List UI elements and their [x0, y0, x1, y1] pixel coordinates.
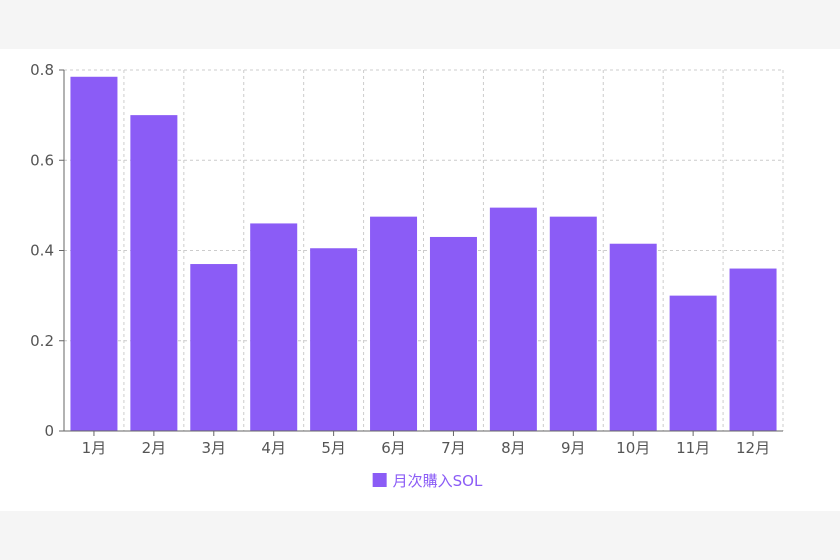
y-tick-label: 0.8 [30, 61, 54, 79]
y-tick-label: 0 [44, 422, 54, 440]
x-tick-label: 6月 [381, 439, 406, 457]
bar-10[interactable] [609, 243, 657, 431]
x-tick-label: 11月 [676, 439, 710, 457]
bar-11[interactable] [669, 295, 717, 431]
bar-9[interactable] [549, 216, 597, 431]
bar-3[interactable] [190, 264, 238, 431]
bar-2[interactable] [130, 115, 178, 431]
legend-label: 月次購入SOL [393, 472, 483, 490]
bar-8[interactable] [489, 207, 537, 431]
x-tick-label: 5月 [321, 439, 346, 457]
y-tick-label: 0.6 [30, 151, 54, 169]
x-tick-label: 12月 [736, 439, 770, 457]
grid-lines [64, 69, 784, 431]
bar-5[interactable] [310, 248, 358, 431]
x-tick-label: 4月 [261, 439, 286, 457]
x-tick-label: 10月 [616, 439, 650, 457]
legend-swatch [372, 473, 387, 487]
bar-6[interactable] [370, 216, 418, 431]
axes [59, 69, 783, 436]
legend[interactable]: 月次購入SOL [372, 472, 483, 490]
x-tick-label: 7月 [441, 439, 466, 457]
x-tick-label: 9月 [561, 439, 586, 457]
y-tick-labels: 0 0.2 0.4 0.6 0.8 [30, 61, 54, 440]
x-tick-label: 8月 [501, 439, 526, 457]
y-tick-label: 0.2 [30, 332, 54, 350]
bar-12[interactable] [729, 268, 777, 431]
x-tick-label: 2月 [142, 439, 167, 457]
x-tick-label: 3月 [202, 439, 227, 457]
x-tick-label: 1月 [82, 439, 107, 457]
bar-1[interactable] [70, 76, 118, 432]
bars [70, 76, 777, 432]
bar-7[interactable] [429, 236, 477, 431]
x-tick-labels: 1月 2月 3月 4月 5月 6月 7月 8月 9月 10月 11月 12月 [82, 439, 770, 457]
bar-4[interactable] [250, 223, 298, 431]
y-tick-label: 0.4 [30, 242, 54, 260]
